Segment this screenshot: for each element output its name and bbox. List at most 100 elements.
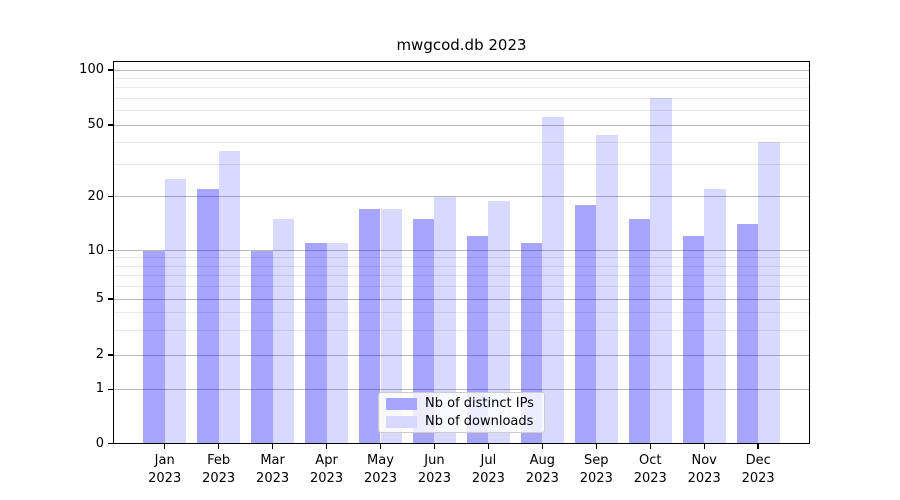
x-tick-label-sep: Sep 2023: [566, 452, 626, 487]
bar-feb-distinct-ips: [197, 189, 219, 444]
x-label-year: 2023: [633, 470, 667, 486]
major-gridline-1: [113, 388, 810, 390]
bar-sep-distinct-ips: [574, 204, 597, 444]
bar-apr-distinct-ips: [304, 243, 327, 444]
major-gridline-10: [113, 250, 810, 251]
x-tick-aug: [541, 444, 544, 449]
bar-jun-distinct-ips: [412, 219, 435, 444]
bar-oct-downloads: [650, 98, 672, 444]
major-gridline-5: [113, 298, 810, 300]
x-tick-label-jun: Jun 2023: [404, 452, 464, 487]
minor-gridline-6: [113, 285, 810, 287]
bar-oct-distinct-ips: [628, 219, 651, 444]
x-label-year: 2023: [687, 470, 721, 486]
legend: Nb of distinct IPs Nb of downloads: [378, 392, 545, 433]
minor-gridline-9: [113, 257, 810, 259]
y-tick-50: [108, 124, 113, 126]
y-tick-0: [108, 442, 113, 445]
x-tick-label-feb: Feb 2023: [189, 452, 249, 487]
y-tick-label-0: 0: [95, 435, 104, 451]
legend-swatch-distinct-ips: [386, 397, 417, 410]
x-tick-label-dec: Dec 2023: [728, 452, 788, 487]
bar-nov-distinct-ips: [682, 236, 705, 444]
major-gridline-50: [113, 124, 810, 126]
x-tick-may: [379, 444, 382, 449]
x-tick-sep: [595, 444, 597, 449]
minor-gridline-90: [113, 77, 810, 79]
legend-label-distinct-ips: Nb of distinct IPs: [425, 396, 534, 411]
bar-dec-distinct-ips: [736, 224, 759, 444]
minor-gridline-30: [113, 164, 810, 166]
bar-nov-downloads: [704, 189, 726, 444]
x-label-year: 2023: [741, 470, 775, 486]
x-label-month: Nov: [691, 453, 717, 468]
x-label-month: Jan: [154, 453, 175, 468]
y-tick-1: [108, 388, 113, 390]
y-tick-label-1: 1: [95, 381, 104, 397]
x-tick-feb: [217, 444, 220, 449]
y-tick-2: [108, 354, 113, 356]
minor-gridline-40: [113, 141, 810, 143]
bar-mar-downloads: [272, 219, 295, 444]
x-tick-jul: [487, 444, 490, 449]
x-tick-jan: [164, 444, 166, 449]
bar-mar-distinct-ips: [251, 250, 273, 444]
x-label-year: 2023: [471, 470, 505, 486]
minor-gridline-70: [113, 97, 810, 99]
legend-row-distinct-ips: Nb of distinct IPs: [386, 396, 544, 411]
x-label-year: 2023: [148, 470, 182, 486]
bar-jul-downloads: [488, 200, 510, 444]
bar-may-distinct-ips: [358, 209, 381, 444]
bar-jul-distinct-ips: [466, 236, 489, 444]
y-tick-label-2: 2: [95, 347, 104, 362]
minor-gridline-4: [113, 312, 810, 314]
x-label-month: Sep: [584, 453, 609, 468]
x-tick-nov: [703, 444, 705, 449]
x-tick-label-mar: Mar 2023: [243, 452, 303, 487]
minor-gridline-3: [113, 329, 810, 331]
x-label-year: 2023: [525, 470, 559, 486]
y-tick-label-20: 20: [87, 188, 104, 204]
x-label-month: May: [367, 453, 394, 468]
x-tick-label-aug: Aug 2023: [512, 452, 572, 487]
x-tick-jun: [433, 444, 436, 449]
bar-jun-downloads: [434, 196, 457, 444]
x-label-year: 2023: [417, 470, 451, 486]
x-tick-apr: [325, 444, 328, 449]
major-gridline-20: [113, 196, 810, 198]
y-tick-label-10: 10: [87, 242, 104, 258]
y-tick-10: [108, 249, 113, 252]
x-label-year: 2023: [579, 470, 613, 486]
x-tick-mar: [271, 444, 274, 449]
x-label-month: Aug: [529, 453, 556, 468]
x-label-month: Feb: [207, 453, 231, 468]
minor-gridline-80: [113, 87, 810, 89]
y-tick-label-50: 50: [87, 117, 104, 132]
x-label-month: Jul: [480, 453, 497, 468]
major-gridline-2: [113, 354, 810, 356]
x-label-month: Mar: [260, 453, 285, 468]
y-tick-5: [108, 298, 113, 300]
y-tick-20: [108, 196, 113, 198]
bar-aug-downloads: [542, 117, 564, 444]
minor-gridline-7: [113, 274, 810, 276]
legend-label-downloads: Nb of downloads: [425, 414, 534, 429]
x-label-year: 2023: [202, 470, 236, 486]
bar-sep-downloads: [596, 135, 618, 444]
bar-feb-downloads: [218, 150, 241, 444]
x-label-month: Oct: [639, 453, 662, 468]
bar-dec-downloads: [758, 142, 780, 444]
x-tick-oct: [649, 444, 651, 449]
chart-title: mwgcod.db 2023: [396, 36, 527, 54]
major-gridline-100: [113, 69, 810, 71]
bar-jan-downloads: [164, 179, 187, 444]
y-tick-100: [108, 69, 113, 71]
x-label-month: Jun: [424, 453, 445, 468]
minor-gridline-8: [113, 265, 810, 267]
x-tick-label-jan: Jan 2023: [135, 452, 195, 487]
x-tick-label-oct: Oct 2023: [620, 452, 680, 487]
x-tick-dec: [757, 444, 759, 449]
y-tick-label-100: 100: [79, 62, 104, 77]
x-tick-label-jul: Jul 2023: [458, 452, 518, 487]
